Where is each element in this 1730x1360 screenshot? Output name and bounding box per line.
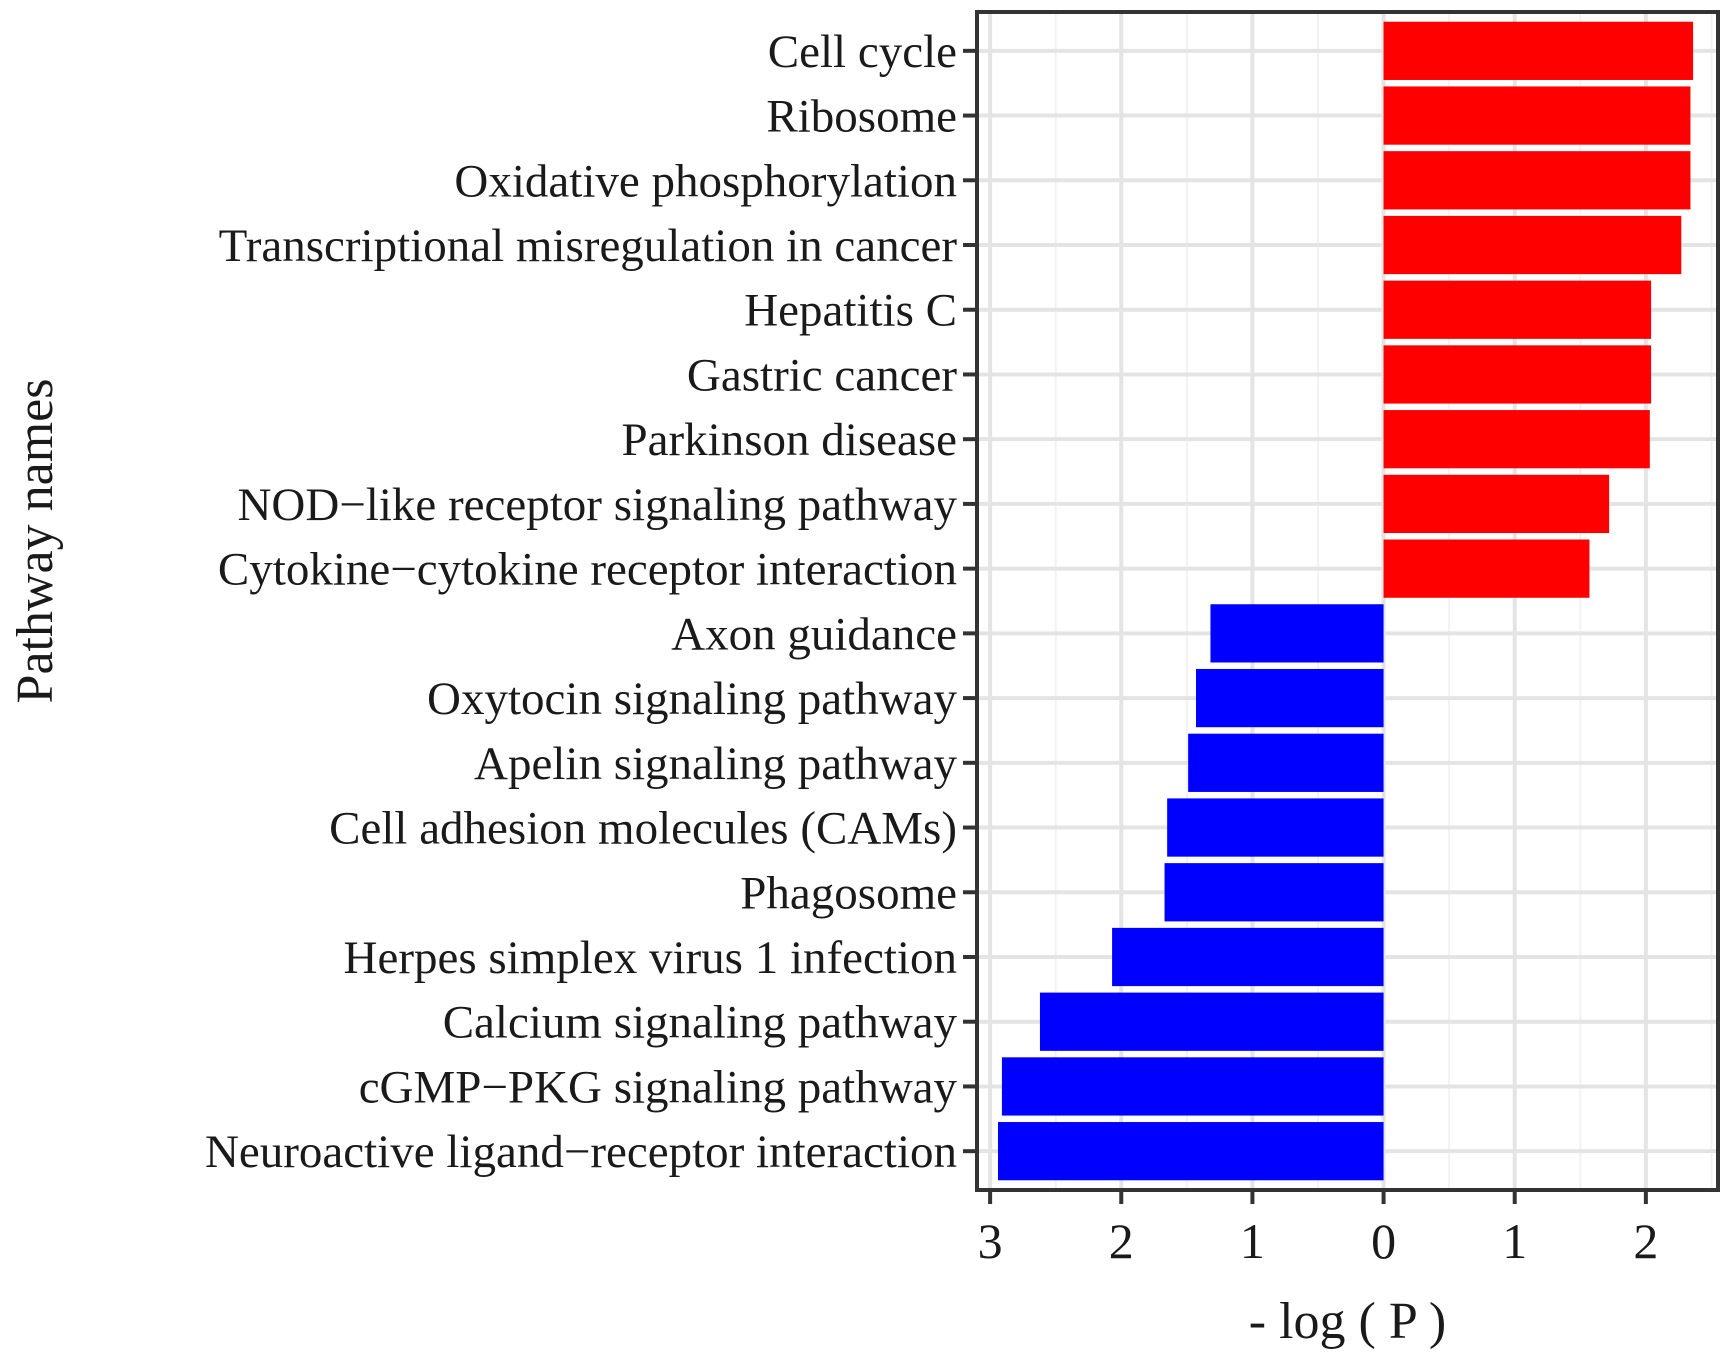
- bar-up: [1383, 86, 1691, 145]
- bar-up: [1383, 280, 1652, 339]
- bar-down: [1188, 733, 1384, 792]
- category-label: NOD−like receptor signaling pathway: [237, 479, 957, 531]
- x-tick-label: 1: [1502, 1213, 1527, 1269]
- bar-down: [1167, 798, 1384, 857]
- bar-up: [1383, 539, 1590, 598]
- category-label: Transcriptional misregulation in cancer: [219, 220, 958, 272]
- x-tick-label: 0: [1371, 1213, 1396, 1269]
- bar-up: [1383, 21, 1694, 80]
- category-label: Parkinson disease: [622, 414, 957, 466]
- x-axis-title: - log ( P ): [1249, 1293, 1446, 1350]
- bar-up: [1383, 410, 1650, 469]
- category-label: Gastric cancer: [687, 349, 957, 401]
- category-label: Ribosome: [766, 91, 957, 143]
- x-tick-label: 2: [1633, 1213, 1658, 1269]
- category-label: Neuroactive ligand−receptor interaction: [205, 1126, 957, 1178]
- y-axis-title: Pathway names: [7, 379, 64, 704]
- bar-down: [1196, 668, 1384, 728]
- category-label: Axon guidance: [671, 608, 957, 660]
- bar-down: [1039, 992, 1384, 1051]
- category-label: Cell cycle: [768, 26, 957, 78]
- bar-down: [997, 1122, 1384, 1181]
- category-label: Oxidative phosphorylation: [454, 155, 957, 207]
- y-axis-ticks: Cell cycle Ribosome Oxidative phosphorylat…: [205, 26, 977, 1178]
- bar-up: [1383, 151, 1691, 210]
- category-label: Cell adhesion molecules (CAMs): [329, 803, 957, 855]
- bar-up: [1383, 215, 1682, 275]
- category-label: Phagosome: [740, 867, 957, 919]
- x-tick-label: 2: [1109, 1213, 1134, 1269]
- bar-down: [1001, 1057, 1384, 1116]
- x-tick-label: 1: [1240, 1213, 1265, 1269]
- category-label: cGMP−PKG signaling pathway: [359, 1061, 958, 1113]
- category-label: Cytokine−cytokine receptor interaction: [218, 544, 957, 596]
- x-tick-label: 3: [978, 1213, 1003, 1269]
- bar-down: [1164, 863, 1384, 922]
- bar-up: [1383, 474, 1610, 534]
- category-label: Hepatitis C: [744, 285, 957, 337]
- category-label: Calcium signaling pathway: [443, 997, 958, 1049]
- bar-down: [1112, 927, 1384, 987]
- x-axis-ticks: 3 2 1 0 1 2: [978, 1190, 1658, 1269]
- category-label: Apelin signaling pathway: [474, 738, 957, 790]
- plot-panel-border: [975, 10, 1720, 1192]
- bars: [997, 21, 1694, 1181]
- bar-up: [1383, 345, 1652, 404]
- bar-down: [1210, 604, 1384, 663]
- category-label: Herpes simplex virus 1 infection: [344, 932, 957, 984]
- category-label: Oxytocin signaling pathway: [427, 673, 957, 725]
